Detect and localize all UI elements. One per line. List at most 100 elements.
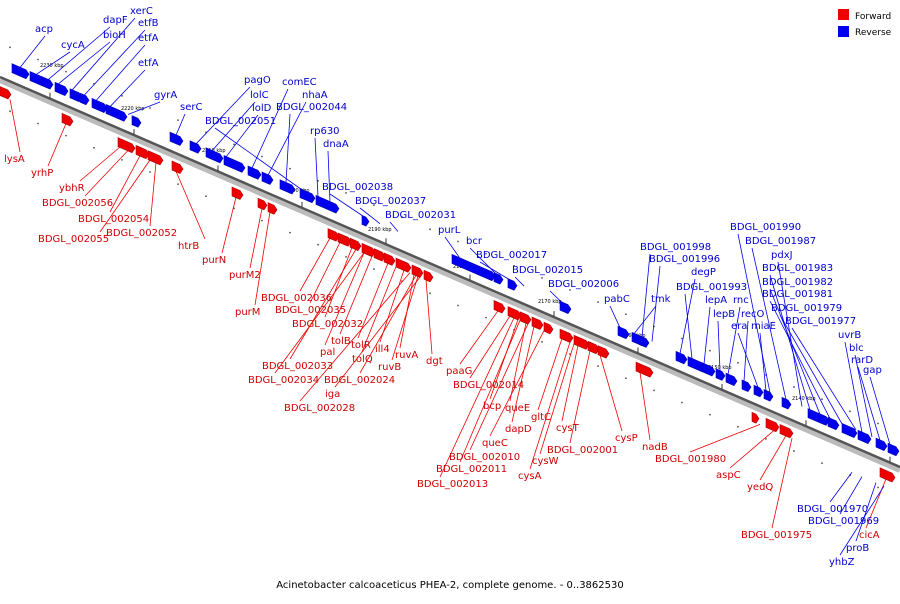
gene-label-ruvA[interactable]: ruvA: [395, 350, 418, 361]
gene-feature[interactable]: [231, 186, 244, 200]
gene-feature[interactable]: [361, 214, 370, 227]
gene-label-BDGL_002054[interactable]: BDGL_002054: [78, 214, 149, 225]
gene-label-era[interactable]: era: [731, 321, 747, 332]
gene-feature[interactable]: [543, 321, 554, 335]
gene-label-nhaA[interactable]: nhaA: [302, 90, 328, 101]
gene-label-bcr[interactable]: bcr: [466, 236, 483, 247]
gene-feature[interactable]: [531, 316, 544, 330]
gene-feature[interactable]: [41, 76, 54, 90]
gene-label-BDGL_001969[interactable]: BDGL_001969: [808, 516, 879, 527]
gene-label-dgt[interactable]: dgt: [426, 356, 443, 367]
gene-label-BDGL_001998[interactable]: BDGL_001998: [640, 242, 711, 253]
gene-label-yrhP[interactable]: yrhP: [31, 168, 53, 179]
gene-feature[interactable]: [189, 140, 202, 154]
gene-label-BDGL_001987[interactable]: BDGL_001987: [745, 236, 816, 247]
gene-feature[interactable]: [383, 252, 396, 266]
gene-feature[interactable]: [765, 417, 780, 433]
gene-feature[interactable]: [299, 188, 316, 204]
gene-label-BDGL_001983[interactable]: BDGL_001983: [762, 263, 833, 274]
gene-label-lolC[interactable]: lolC: [250, 90, 269, 101]
gene-feature[interactable]: [135, 144, 150, 160]
gene-feature[interactable]: [147, 150, 164, 166]
gene-label-lepA[interactable]: lepA: [705, 295, 727, 306]
gene-label-degP[interactable]: degP: [691, 267, 716, 278]
gene-feature[interactable]: [223, 155, 246, 173]
gene-label-BDGL_001982[interactable]: BDGL_001982: [762, 277, 833, 288]
gene-label-pdxJ[interactable]: pdxJ: [771, 250, 793, 261]
gene-label-tolR[interactable]: tolR: [351, 340, 371, 351]
gene-label-purM[interactable]: purM: [235, 307, 260, 318]
gene-label-queE[interactable]: queE: [505, 403, 530, 414]
gene-feature[interactable]: [741, 379, 752, 393]
gene-feature[interactable]: [827, 416, 840, 431]
gene-feature[interactable]: [279, 179, 296, 195]
gene-feature[interactable]: [675, 350, 688, 365]
gene-label-dapF[interactable]: dapF: [103, 15, 128, 26]
gene-feature[interactable]: [451, 253, 496, 282]
gene-feature[interactable]: [887, 442, 900, 457]
gene-feature[interactable]: [751, 411, 760, 424]
gene-feature[interactable]: [257, 197, 268, 211]
gene-label-cicA[interactable]: cicA: [859, 530, 880, 541]
gene-label-cysP[interactable]: cysP: [615, 433, 638, 444]
gene-label-cysA[interactable]: cysA: [518, 471, 542, 482]
gene-label-tolB[interactable]: tolB: [331, 336, 351, 347]
gene-feature[interactable]: [493, 272, 504, 285]
gene-feature[interactable]: [635, 361, 654, 378]
gene-feature[interactable]: [261, 171, 274, 185]
gene-label-recO[interactable]: recO: [741, 309, 765, 320]
gene-label-BDGL_001979[interactable]: BDGL_001979: [771, 303, 842, 314]
gene-label-lolD[interactable]: lolD: [252, 103, 272, 114]
gene-label-BDGL_001970[interactable]: BDGL_001970: [797, 504, 868, 515]
gene-label-tolQ[interactable]: tolQ: [352, 354, 373, 365]
gene-label-BDGL_002035[interactable]: BDGL_002035: [275, 305, 346, 316]
gene-feature[interactable]: [315, 194, 340, 214]
gene-feature[interactable]: [327, 228, 340, 242]
gene-label-etfA[interactable]: etfA: [138, 33, 159, 44]
gene-feature[interactable]: [247, 165, 262, 180]
gene-feature[interactable]: [79, 92, 90, 106]
gene-feature[interactable]: [205, 147, 224, 164]
gene-feature[interactable]: [169, 131, 184, 146]
gene-label-BDGL_002055[interactable]: BDGL_002055: [38, 234, 109, 245]
gene-label-ybhR[interactable]: ybhR: [59, 183, 85, 194]
gene-label-BDGL_002014[interactable]: BDGL_002014: [453, 380, 524, 391]
gene-label-etfB[interactable]: etfB: [138, 18, 159, 29]
gene-feature[interactable]: [841, 422, 858, 438]
gene-label-uvrB[interactable]: uvrB: [838, 330, 861, 341]
gene-label-BDGL_001996[interactable]: BDGL_001996: [649, 254, 720, 265]
gene-feature[interactable]: [349, 237, 362, 252]
gene-label-acp[interactable]: acp: [35, 24, 53, 35]
gene-label-BDGL_002052[interactable]: BDGL_002052: [106, 228, 177, 239]
gene-label-etfA-2[interactable]: etfA: [138, 58, 159, 69]
gene-feature[interactable]: [879, 467, 896, 483]
gene-label-BDGL_002006[interactable]: BDGL_002006: [548, 279, 619, 290]
gene-label-yedQ[interactable]: yedQ: [747, 482, 773, 493]
gene-label-lysA[interactable]: lysA: [4, 154, 25, 165]
gene-label-cycA[interactable]: cycA: [61, 40, 85, 51]
gene-label-BDGL_001977[interactable]: BDGL_001977: [785, 316, 856, 327]
gene-feature[interactable]: [587, 340, 600, 355]
gene-label-serC[interactable]: serC: [180, 102, 202, 113]
gene-label-xerC[interactable]: xerC: [130, 6, 153, 17]
gene-feature[interactable]: [519, 311, 532, 325]
gene-feature[interactable]: [573, 334, 590, 350]
gene-label-BDGL_002056[interactable]: BDGL_002056: [42, 198, 113, 209]
gene-feature[interactable]: [559, 328, 574, 343]
gene-feature[interactable]: [701, 362, 716, 377]
gene-feature[interactable]: [395, 257, 412, 273]
gene-feature[interactable]: [91, 97, 108, 113]
gene-label-bcp[interactable]: bcp: [483, 401, 501, 412]
gene-label-aspC[interactable]: aspC: [716, 470, 741, 481]
gene-feature[interactable]: [11, 63, 30, 80]
gene-feature[interactable]: [617, 325, 630, 340]
gene-feature[interactable]: [361, 242, 376, 258]
gene-feature[interactable]: [559, 300, 572, 315]
gene-label-blc[interactable]: blc: [849, 343, 864, 354]
gene-feature[interactable]: [373, 248, 386, 262]
gene-feature[interactable]: [131, 115, 142, 128]
gene-feature[interactable]: [779, 424, 794, 439]
gene-label-pabC[interactable]: pabC: [604, 294, 630, 305]
gene-label-BDGL_002001[interactable]: BDGL_002001: [547, 445, 618, 456]
gene-feature[interactable]: [639, 335, 650, 348]
